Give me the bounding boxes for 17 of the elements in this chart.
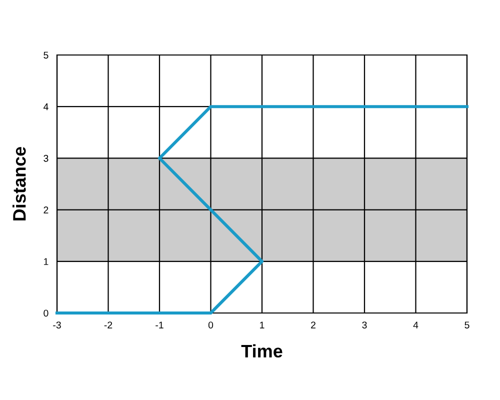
x-tick-label: 1 xyxy=(260,322,264,328)
x-tick-label: 4 xyxy=(413,322,418,328)
x-tick-label: -3 xyxy=(53,322,61,328)
y-tick-label: 5 xyxy=(44,52,48,59)
y-tick-label: 1 xyxy=(44,258,48,265)
y-tick-label: 2 xyxy=(44,206,48,214)
y-tick-label: 3 xyxy=(44,154,48,162)
x-axis-title: Time xyxy=(241,344,282,358)
x-tick-label: 5 xyxy=(464,322,470,328)
x-tick-label: 3 xyxy=(362,322,367,328)
y-tick-label: 4 xyxy=(43,103,48,110)
x-tick-label: -2 xyxy=(104,322,112,328)
x-tick-label: 0 xyxy=(208,322,214,328)
y-axis-title: Distance xyxy=(12,146,26,220)
y-tick-label: 0 xyxy=(44,310,48,317)
x-tick-label: 2 xyxy=(311,322,316,328)
x-tick-label: -1 xyxy=(156,322,164,328)
